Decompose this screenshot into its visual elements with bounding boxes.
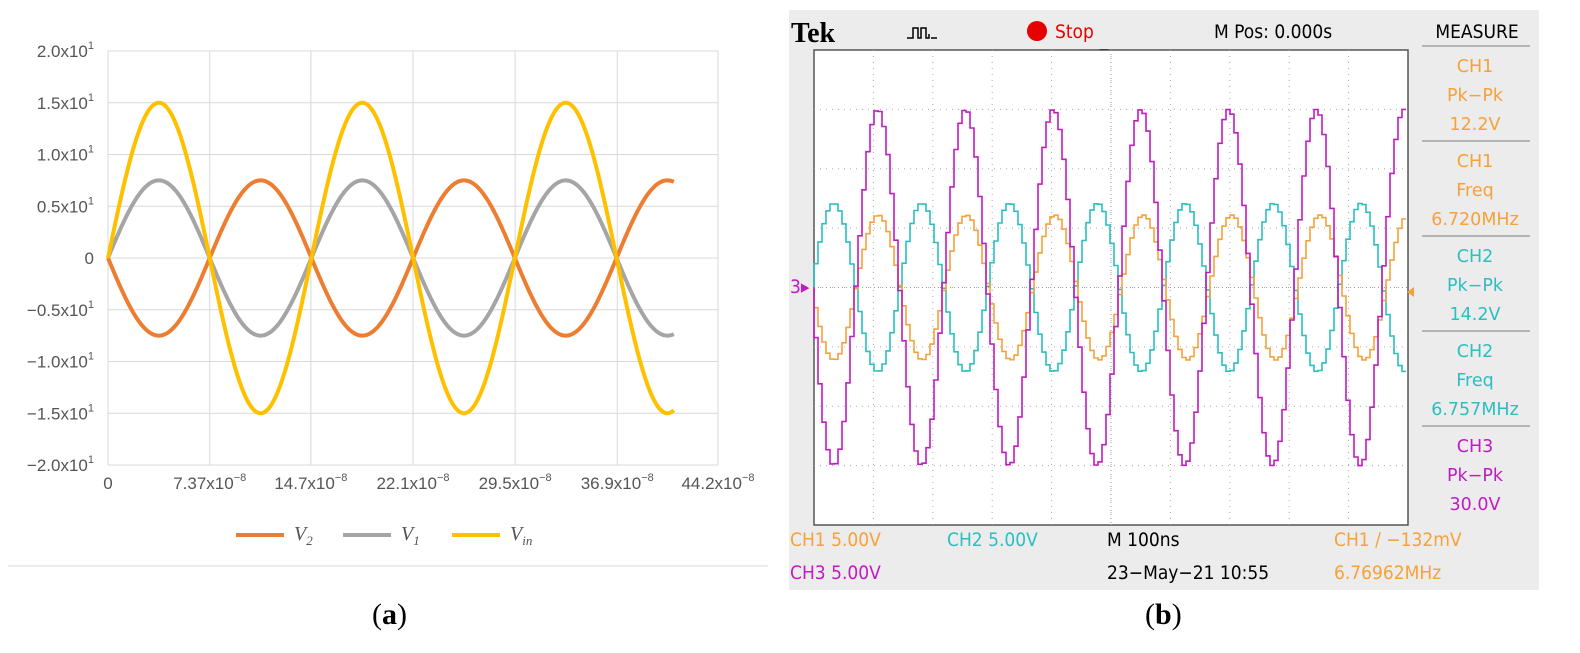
measurement-value: 6.757MHz <box>1431 400 1519 420</box>
trigger-level-marker <box>1407 287 1414 297</box>
timestamp: 23−May−21 10:55 <box>1107 562 1269 584</box>
legend-label: Vin <box>510 523 532 548</box>
ch1-scale: CH1 5.00V <box>790 529 881 551</box>
y-tick-label: −1.5x101 <box>27 402 94 423</box>
ch3-scale: CH3 5.00V <box>790 562 881 584</box>
y-tick-label: −0.5x101 <box>27 299 94 320</box>
trigger-readout: CH1 ∕ −132mV <box>1334 529 1462 551</box>
series-line-vin <box>106 100 676 416</box>
stop-icon <box>1027 21 1047 41</box>
measurement-channel: CH2 <box>1457 247 1494 267</box>
measurement-channel: CH1 <box>1457 57 1494 77</box>
timebase: M 100ns <box>1107 529 1180 551</box>
ch2-scale: CH2 5.00V <box>947 529 1038 551</box>
measurement-value: 14.2V <box>1450 305 1501 325</box>
menu-title: MEASURE <box>1435 21 1518 43</box>
waveform-ch2 <box>813 202 1406 373</box>
oscilloscope-screen: Tek Stop M Pos: 0.000s MEASURE 3▸ CH1 Pk−… <box>789 10 1539 590</box>
y-tick-label: 1.5x101 <box>37 92 94 113</box>
measurement-value: 30.0V <box>1450 495 1501 515</box>
measurement-type: Pk−Pk <box>1447 466 1504 486</box>
waveform-ch3 <box>813 108 1406 467</box>
measurement-channel: CH3 <box>1457 437 1494 457</box>
x-tick-label: 22.1x10−8 <box>376 472 449 493</box>
measurement-value: 12.2V <box>1450 115 1501 135</box>
measurement-value: 6.720MHz <box>1431 210 1519 230</box>
y-tick-label: 2.0x101 <box>37 40 94 61</box>
y-tick-label: 0 <box>85 249 94 268</box>
measurement-channel: CH2 <box>1457 342 1494 362</box>
acquisition-icon <box>907 27 937 39</box>
waveform-ch1 <box>813 214 1406 361</box>
voltage-chart: 2.0x101 1.5x101 1.0x101 0.5x101 0 −0.5x101 −1.… <box>8 40 768 567</box>
caption-a: (a) <box>372 598 407 631</box>
panel-a-chart: 2.0x101 1.5x101 1.0x101 0.5x101 0 −0.5x101 −1.… <box>0 0 770 600</box>
m-pos-readout: M Pos: 0.000s <box>1214 21 1332 43</box>
x-axis-ticks: 0 7.37x10−8 14.7x10−8 22.1x10−8 29.5x10−8 36.… <box>103 472 754 493</box>
caption-b: (b) <box>1145 598 1182 631</box>
y-tick-label: −2.0x101 <box>27 454 94 475</box>
x-tick-label: 29.5x10−8 <box>479 472 552 493</box>
measurement-type: Freq <box>1456 371 1493 391</box>
scope-display: Tek Stop M Pos: 0.000s MEASURE 3▸ CH1 Pk−… <box>790 18 1530 584</box>
series-line-v2 <box>106 178 675 338</box>
waveforms <box>813 108 1406 467</box>
measurement-channel: CH1 <box>1457 152 1494 172</box>
y-tick-label: 1.0x101 <box>37 144 94 165</box>
measurement-type: Freq <box>1456 181 1493 201</box>
channel-3-ground-marker: 3▸ <box>790 276 810 298</box>
x-tick-label: 44.2x10−8 <box>681 472 754 493</box>
measurement-type: Pk−Pk <box>1447 276 1504 296</box>
measure-menu: CH1 Pk−Pk 12.2V CH1 Freq 6.720MHz CH2 Pk−Pk 14.2… <box>1422 45 1530 515</box>
y-tick-label: −1.0x101 <box>27 351 94 372</box>
y-tick-label: 0.5x101 <box>37 195 94 216</box>
acquisition-status: Stop <box>1055 21 1094 43</box>
series-lines <box>106 100 676 416</box>
tek-logo: Tek <box>791 18 836 49</box>
x-tick-label: 0 <box>103 474 112 493</box>
x-tick-label: 14.7x10−8 <box>274 472 347 493</box>
measurement-type: Pk−Pk <box>1447 86 1504 106</box>
x-tick-label: 36.9x10−8 <box>581 472 654 493</box>
legend-label: V2 <box>294 523 313 548</box>
trigger-frequency: 6.76962MHz <box>1334 562 1441 584</box>
x-tick-label: 7.37x10−8 <box>173 472 246 493</box>
y-axis-ticks: 2.0x101 1.5x101 1.0x101 0.5x101 0 −0.5x101 −1.… <box>27 40 94 475</box>
legend-label: V1 <box>401 523 420 548</box>
graticule <box>813 49 1409 526</box>
series-line-v1 <box>106 178 675 338</box>
legend: V2 V1 Vin <box>236 523 532 548</box>
